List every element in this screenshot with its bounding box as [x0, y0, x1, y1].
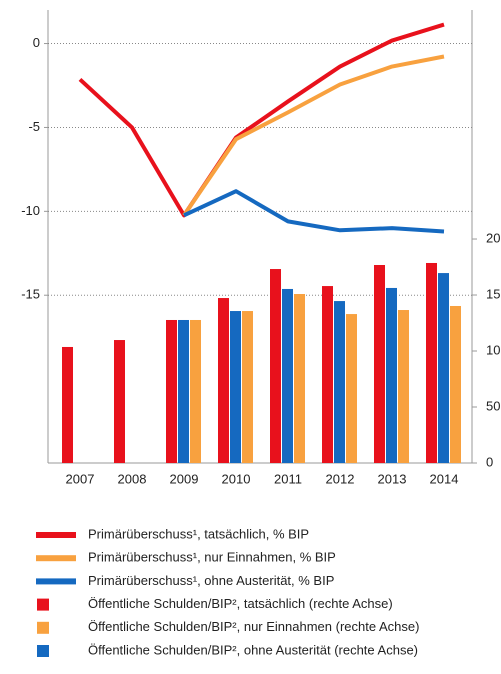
- bar: [334, 301, 345, 463]
- y-tick-label: -10: [21, 203, 40, 218]
- bar: [450, 305, 461, 463]
- y-tick-label: -15: [21, 287, 40, 302]
- legend-line: [36, 555, 76, 562]
- legend-swatch: [37, 598, 49, 611]
- bar: [398, 310, 409, 463]
- bar: [166, 319, 177, 463]
- legend-label: Primärüberschuss¹, tatsächlich, % BIP: [88, 526, 309, 541]
- x-tick-label: 2009: [170, 471, 199, 486]
- y-tick-label: 0: [33, 35, 40, 50]
- bar: [242, 311, 253, 463]
- bar: [374, 265, 385, 463]
- bar: [230, 311, 241, 463]
- x-tick-label: 2008: [118, 471, 147, 486]
- legend-line: [36, 532, 76, 538]
- bar: [322, 286, 333, 463]
- y2-tick-label: 0: [486, 454, 493, 469]
- bar: [346, 314, 357, 463]
- y2-tick-label: 150: [486, 286, 501, 301]
- legend-label: Öffentliche Schulden/BIP², nur Einnahmen…: [88, 619, 419, 634]
- bar: [294, 294, 305, 463]
- bar: [190, 319, 201, 463]
- bar: [386, 287, 397, 463]
- bar: [218, 298, 229, 463]
- legend-label: Öffentliche Schulden/BIP², tatsächlich (…: [88, 596, 393, 611]
- y2-tick-label: 200: [486, 230, 501, 245]
- legend-swatch: [37, 621, 49, 634]
- legend-label: Primärüberschuss¹, ohne Austerität, % BI…: [88, 573, 334, 588]
- x-tick-label: 2012: [326, 471, 355, 486]
- x-tick-label: 2007: [66, 471, 95, 486]
- line: [78, 22, 445, 218]
- y-tick-label: -5: [28, 119, 40, 134]
- bar: [114, 340, 125, 463]
- x-tick-label: 2014: [430, 471, 459, 486]
- legend-label: Primärüberschuss¹, nur Einnahmen, % BIP: [88, 550, 336, 565]
- bar: [178, 319, 189, 463]
- x-tick-label: 2011: [274, 471, 302, 486]
- bar: [438, 273, 449, 463]
- bar: [426, 262, 437, 463]
- legend-swatch: [37, 645, 49, 657]
- bar: [282, 288, 293, 463]
- line: [182, 54, 445, 217]
- bar: [62, 346, 73, 463]
- line: [183, 189, 445, 234]
- legend-label: Öffentliche Schulden/BIP², ohne Austerit…: [88, 642, 418, 657]
- y2-tick-label: 50: [486, 398, 500, 413]
- bar: [270, 269, 281, 463]
- x-tick-label: 2010: [222, 471, 251, 486]
- x-tick-label: 2013: [378, 471, 407, 486]
- y2-tick-label: 100: [486, 342, 501, 357]
- legend-line: [36, 578, 76, 585]
